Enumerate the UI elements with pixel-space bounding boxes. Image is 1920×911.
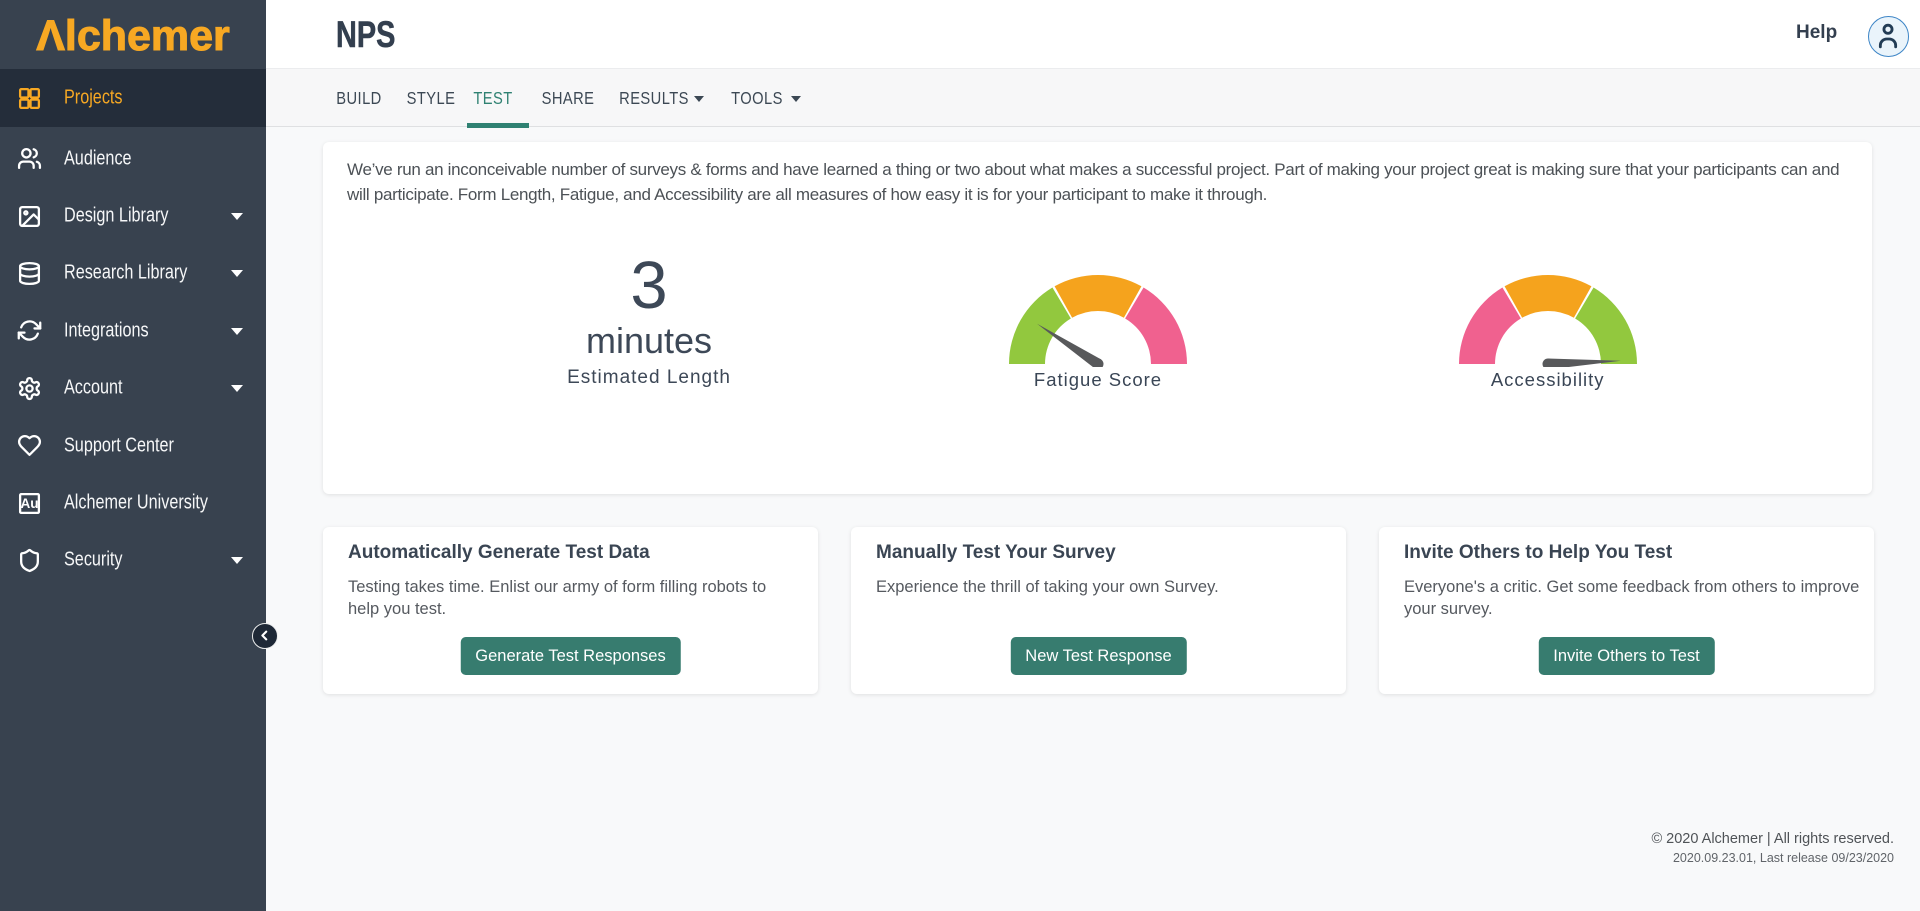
svg-text:Au: Au [20, 496, 38, 511]
